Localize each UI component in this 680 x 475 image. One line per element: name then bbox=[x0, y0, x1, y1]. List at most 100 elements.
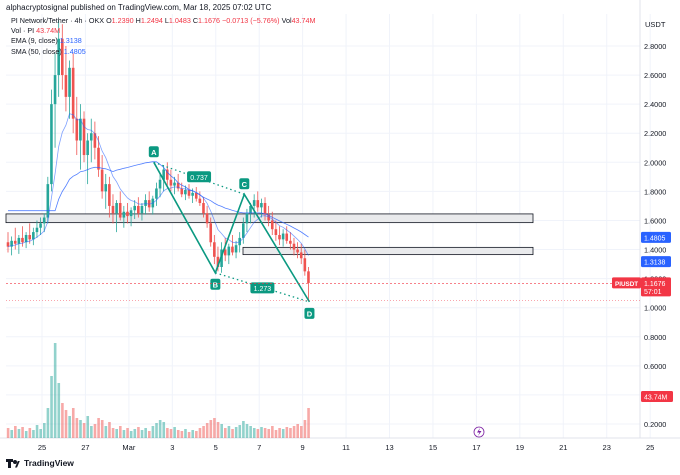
legend-sma-row[interactable]: SMA (50, close) 1.4805 bbox=[11, 47, 316, 57]
candle-body bbox=[220, 249, 223, 267]
volume-bar bbox=[209, 420, 213, 438]
candle-body bbox=[274, 229, 278, 235]
pattern-point-label: A bbox=[151, 148, 157, 157]
ema-value: 1.3138 bbox=[59, 36, 82, 46]
candle-body bbox=[260, 203, 263, 208]
candle-body bbox=[104, 184, 108, 192]
volume-bar bbox=[256, 429, 260, 438]
y-tick-label: 2.0000 bbox=[644, 158, 666, 167]
low-value: 1.0483 bbox=[168, 16, 191, 25]
volume-bar bbox=[191, 430, 195, 438]
x-tick-label: 3 bbox=[170, 443, 174, 452]
y-tick-label: 0.2000 bbox=[644, 420, 666, 429]
currency-label[interactable]: USDT bbox=[645, 20, 666, 29]
candle-body bbox=[158, 179, 162, 189]
y-tick-label: 1.4000 bbox=[644, 246, 666, 255]
publisher-header: alphacryptosignal published on TradingVi… bbox=[6, 3, 272, 12]
candle-body bbox=[86, 140, 89, 156]
candle-body bbox=[155, 188, 158, 199]
y-tick-label: 2.2000 bbox=[644, 129, 666, 138]
high-label: H bbox=[135, 16, 141, 25]
candle-body bbox=[137, 205, 140, 214]
volume-bar bbox=[28, 428, 32, 438]
volume-bar bbox=[144, 428, 147, 438]
candle-body bbox=[242, 223, 245, 238]
volume-bar bbox=[100, 420, 104, 438]
x-tick-label: 25 bbox=[38, 443, 46, 452]
pattern-point-marker bbox=[304, 307, 315, 319]
symbol-name[interactable]: PI Network/Tether · 4h · OKX bbox=[11, 16, 105, 25]
legend-ema-row[interactable]: EMA (9, close) 1.3138 bbox=[11, 36, 316, 46]
volume-bar bbox=[151, 426, 155, 438]
candle-body bbox=[140, 205, 144, 214]
volume-bar bbox=[195, 431, 198, 438]
bd-dotted-line bbox=[215, 272, 310, 303]
candle-body bbox=[299, 252, 303, 259]
harmonic-pattern[interactable]: A B C D 0.737 1.273 bbox=[148, 146, 315, 319]
y-tick-label: 0.8000 bbox=[644, 333, 666, 342]
vol-pi-value: 43.74M bbox=[36, 26, 61, 36]
x-tick-label: 9 bbox=[301, 443, 305, 452]
candle-body bbox=[296, 249, 299, 253]
y-tick-label: 2.4000 bbox=[644, 100, 666, 109]
volume-bar bbox=[71, 408, 75, 438]
volume-bar bbox=[90, 426, 93, 438]
pattern-point-marker bbox=[210, 278, 221, 290]
vol-label: Vol bbox=[281, 16, 292, 25]
candle-body bbox=[79, 118, 82, 141]
volume-bar bbox=[24, 431, 28, 438]
x-tick-label: Mar bbox=[122, 443, 135, 452]
volume-bar bbox=[249, 426, 252, 438]
volume-bar bbox=[61, 403, 64, 438]
candle-body bbox=[292, 243, 296, 250]
x-tick-label: 21 bbox=[559, 443, 567, 452]
volume-tag: 43.74M bbox=[644, 395, 668, 402]
candle-body bbox=[162, 169, 165, 180]
pattern-point-marker bbox=[239, 178, 250, 190]
candle-body bbox=[289, 240, 292, 244]
candle-body bbox=[93, 133, 97, 148]
tradingview-logo-icon bbox=[6, 458, 20, 468]
pattern-legs bbox=[153, 161, 311, 303]
candle-body bbox=[278, 235, 281, 240]
candle-body bbox=[129, 210, 133, 217]
ratio-tag bbox=[187, 171, 212, 183]
volume-bar bbox=[75, 418, 79, 438]
candle-body bbox=[75, 118, 79, 141]
candle-body bbox=[115, 203, 118, 214]
pattern-point-label: B bbox=[213, 280, 219, 289]
candle-body bbox=[234, 245, 238, 253]
volume-bar bbox=[278, 428, 281, 438]
close-value: 1.1676 bbox=[198, 16, 221, 25]
legend-volume-row[interactable]: Vol · PI 43.74M bbox=[11, 26, 316, 36]
volume-bar bbox=[39, 429, 42, 438]
candle-body bbox=[245, 213, 249, 224]
volume-bar bbox=[220, 424, 223, 438]
volume-bar bbox=[234, 427, 238, 438]
pattern-point-label: C bbox=[242, 180, 248, 189]
y-tick-label: 2.6000 bbox=[644, 71, 666, 80]
volume-bar bbox=[274, 430, 278, 438]
volume-bar bbox=[129, 431, 133, 438]
candle-body bbox=[97, 147, 100, 170]
candle-body bbox=[71, 67, 75, 119]
volume-bar bbox=[35, 425, 39, 438]
tradingview-logo[interactable]: TradingView bbox=[6, 458, 74, 468]
x-tick-label: 19 bbox=[516, 443, 524, 452]
candle-body bbox=[165, 169, 169, 180]
candle-body bbox=[227, 246, 231, 256]
volume-bar bbox=[227, 426, 231, 438]
volume-bar bbox=[126, 428, 129, 438]
volume-bar bbox=[82, 423, 86, 438]
x-tick-label: 11 bbox=[342, 443, 350, 452]
vol-value: 43.74M bbox=[291, 16, 316, 25]
time-axis[interactable]: 25 27 Mar 3 5 7 9 11 13 15 17 19 21 23 25 bbox=[38, 443, 655, 452]
volume-bar bbox=[289, 428, 292, 438]
volume-bar bbox=[93, 424, 97, 438]
candle-body bbox=[249, 205, 252, 214]
pattern-point-label: D bbox=[307, 309, 313, 318]
close-label: C bbox=[192, 16, 199, 25]
volume-bar bbox=[303, 420, 307, 438]
